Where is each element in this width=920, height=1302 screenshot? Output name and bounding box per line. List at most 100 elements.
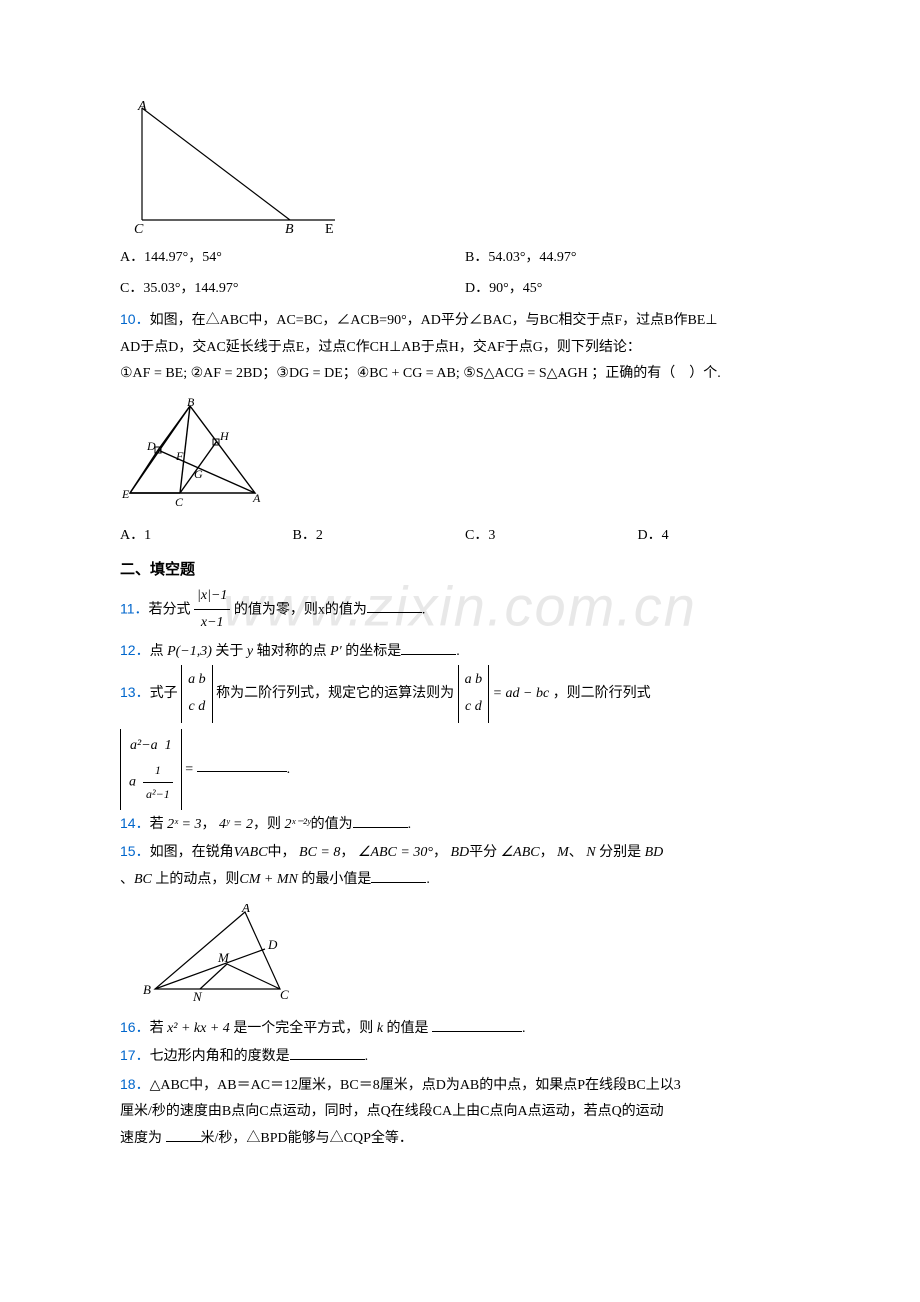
q12-num: 12． [120,642,150,658]
q10-option-C: C．3 [465,523,638,550]
q13-d1b-r2c1: c [465,699,471,714]
q14-post: 的值为 [311,817,353,832]
q9-option-A: A．144.97°，54° [120,245,465,272]
q16-post: 的值是 [387,1021,433,1036]
q18-l3a: 速度为 [120,1131,166,1146]
q12-point: P(−1,3) [167,644,212,659]
q15-blank [371,869,426,883]
q16-num: 16． [120,1019,150,1035]
q14-e3: 2ˣ⁻²ʸ [285,817,311,832]
q11-fraction: |x|−1 x−1 [194,583,230,637]
q10-diagram: B E C A D H F G [120,398,810,513]
q13-eq: = [185,761,196,776]
q13-tail: . [287,761,291,776]
q17-blank [290,1046,365,1060]
q15-l1a: 如图，在锐角 [150,845,234,860]
q15-l1e: 平分 [469,845,497,860]
q9-option-C: C．35.03°，144.97° [120,276,465,303]
svg-text:N: N [192,989,203,1004]
q15-n: N [586,845,595,860]
q12-mid: 关于 [215,644,243,659]
q13-num: 13． [120,684,150,700]
q10-label-E: E [121,487,130,501]
q10-conclusions: ①AF = BE; ②AF = 2BD；③DG = DE；④BC + CG = … [120,366,721,381]
q15-m: M [557,845,569,860]
q13-det1: a b c d [181,665,213,722]
q16-blank [432,1018,522,1032]
q15-l1h: 分别是 [596,845,642,860]
q15-diagram: A B C D M N [140,904,810,1004]
q13-d2-r1c2: 1 [165,738,172,753]
q12-post: 轴对称的点 [257,644,327,659]
q12-tail2: . [456,644,460,659]
q15-l1g: 、 [569,845,583,860]
q18-blank [166,1128,201,1142]
q14-e2: 4ʸ = 2 [219,817,253,832]
q13-rhs: = ad − bc [493,686,550,701]
q15-v: V [234,845,242,860]
q13-d1b-r1c1: a [465,672,472,687]
q10-option-B: B．2 [293,523,466,550]
q16-pre: 若 [150,1021,164,1036]
q13-mid1: 称为二阶行列式，规定它的运算法则为 [216,686,454,701]
q12-blank [401,641,456,655]
q15-cm: CM + MN [239,872,297,887]
q10-text-2: AD于点D，交AC延长线于点E，过点C作CH⊥AB于点H，交AF于点G，则下列结… [120,335,810,362]
q10-num: 10． [120,311,150,327]
q15-l1c: ， [340,845,354,860]
q10-label-C: C [175,495,184,509]
svg-text:B: B [143,982,151,997]
q10-label-B: B [187,398,195,409]
q16-expr: x² + kx + 4 [167,1021,230,1036]
q10-label-G: G [194,467,203,481]
q14-blank [353,814,408,828]
q13-d2-r2c1: a [129,775,136,790]
label-A: A [137,100,147,114]
q10-label-F: F [175,449,184,463]
svg-text:C: C [280,987,289,1002]
q15-angle: ∠ABC = 30° [358,845,433,860]
q14-pre: 若 [150,817,164,832]
q12-tail1: 的坐标是 [345,644,401,659]
q13-d1b-r1c2: b [475,672,482,687]
q15-angabc: ∠ABC [501,845,540,860]
q18-num: 18． [120,1076,150,1092]
q9-option-B: B．54.03°，44.97° [465,245,810,272]
q15-bd: BD [450,845,469,860]
q13-d2-fn: 1 [143,759,173,783]
q15-l1b: 中， [268,845,296,860]
q13-det1b: a b c d [458,665,490,722]
q11-post: 的值为零，则x的值为 [234,602,367,617]
q11-frac-den: x−1 [194,610,230,637]
q14-mid: ，则 [253,817,281,832]
q15-l1d: ， [433,845,447,860]
q11-tail: . [422,602,426,617]
svg-text:A: A [241,904,250,915]
q13-mid2: ，则二阶行列式 [553,686,651,701]
q15-l2a: 、 [120,872,134,887]
q10-option-A: A．1 [120,523,293,550]
svg-text:M: M [217,950,230,965]
q14-tail: . [408,817,412,832]
label-C: C [134,222,144,235]
q15-l2c: 的最小值是 [298,872,372,887]
q15-num: 15． [120,843,150,859]
q10-option-D: D．4 [638,523,811,550]
q18-l3b: 米/秒，△BPD能够与△CQP全等． [201,1131,413,1146]
q16-k: k [377,1021,383,1036]
label-B: B [285,222,294,235]
q11-pre: 若分式 [149,602,191,617]
q10-label-A: A [252,491,261,505]
q13-d1-r2c2: d [198,699,205,714]
q12-pre: 点 [150,644,164,659]
q10-text-1: 如图，在△ABC中，AC=BC，∠ACB=90°，AD平分∠BAC，与BC相交于… [150,313,718,328]
q15-l2b: 上的动点，则 [152,872,240,887]
q13-det2: a²−a 1 a 1a²−1 [120,729,182,810]
q14-num: 14． [120,815,150,831]
q12-axis: y [247,644,253,659]
svg-text:D: D [267,937,278,952]
q13-d2-frac: 1a²−1 [143,759,173,806]
q15-l1f: ， [540,845,554,860]
q13-d2-fd: a²−1 [143,783,173,806]
q10-label-D: D [146,439,156,453]
